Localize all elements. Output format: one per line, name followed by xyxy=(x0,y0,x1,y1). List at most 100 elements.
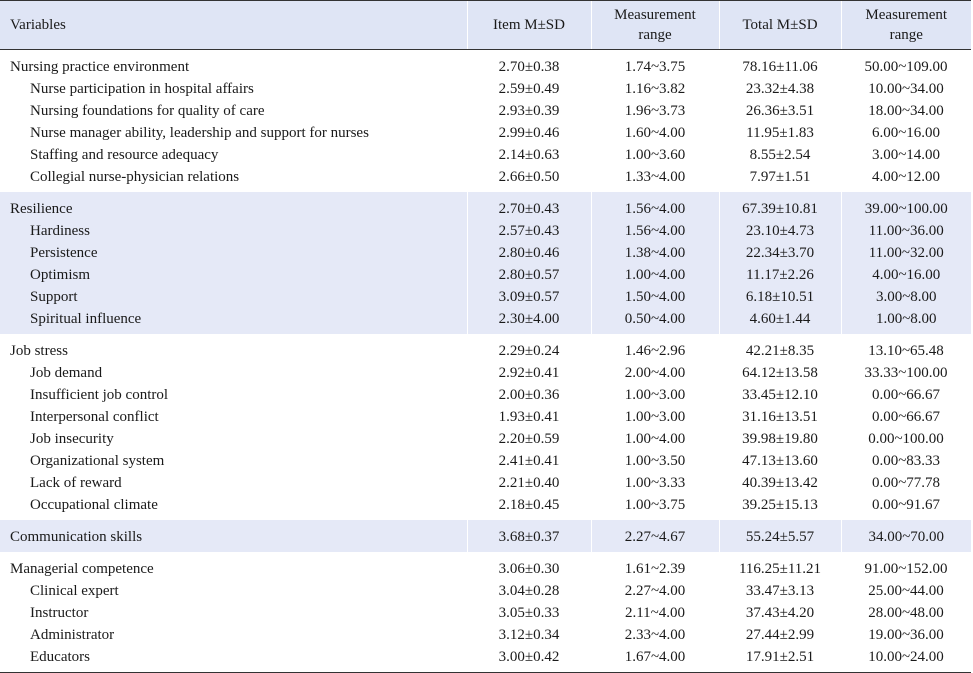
total-range: 34.00~70.00 xyxy=(840,520,971,552)
subgroup-row: Optimism 2.80±0.57 1.00~4.00 11.17±2.26 … xyxy=(0,264,971,286)
variable-name: Instructor xyxy=(30,605,89,621)
variable-name: Lack of reward xyxy=(30,475,122,491)
header-measurement-range-item: Measurement range xyxy=(590,0,719,50)
total-range: 10.00~34.00 xyxy=(868,81,944,97)
total-msd: 33.47±3.13 xyxy=(745,583,815,599)
group-job-stress: Job stress 2.29±0.24 1.46~2.96 42.21±8.3… xyxy=(0,334,971,520)
total-range: 3.00~14.00 xyxy=(871,147,941,163)
item-range: 1.56~4.00 xyxy=(590,192,719,220)
group-row: Nursing practice environment 2.70±0.38 1… xyxy=(0,50,971,79)
variable-name: Hardiness xyxy=(0,220,467,242)
total-msd: 23.10±4.73 xyxy=(718,220,841,242)
item-range: 2.27~4.67 xyxy=(590,520,719,552)
item-msd: 2.20±0.59 xyxy=(498,431,560,447)
variable-name: Occupational climate xyxy=(30,497,158,513)
item-msd: 3.00±0.42 xyxy=(467,646,591,673)
subgroup-row: Collegial nurse-physician relations 2.66… xyxy=(0,166,971,192)
total-msd: 64.12±13.58 xyxy=(742,365,818,381)
total-msd: 22.34±3.70 xyxy=(718,242,841,264)
item-range: 1.67~4.00 xyxy=(591,646,719,673)
variable-name: Nursing foundations for quality of care xyxy=(30,103,265,119)
item-range: 1.46~2.96 xyxy=(624,343,686,359)
total-msd: 39.98±19.80 xyxy=(742,431,818,447)
header-item-msd: Item M±SD xyxy=(466,0,591,50)
variable-name: Nurse participation in hospital affairs xyxy=(30,81,254,97)
header-variables: Variables xyxy=(0,0,467,50)
item-range: 1.00~3.00 xyxy=(624,387,686,403)
item-msd: 2.92±0.41 xyxy=(498,365,560,381)
group-row: Managerial competence 3.06±0.30 1.61~2.3… xyxy=(0,552,971,580)
total-range: 91.00~152.00 xyxy=(864,561,948,577)
total-range: 10.00~24.00 xyxy=(841,646,971,673)
group-row: Communication skills 3.68±0.37 2.27~4.67… xyxy=(0,520,971,552)
item-msd: 2.99±0.46 xyxy=(498,125,560,141)
total-range: 6.00~16.00 xyxy=(871,125,941,141)
group-communication-skills: Communication skills 3.68±0.37 2.27~4.67… xyxy=(0,520,971,552)
header-range1-line2: range xyxy=(638,27,672,43)
total-msd: 42.21±8.35 xyxy=(745,343,815,359)
total-range: 11.00~36.00 xyxy=(840,220,971,242)
item-range: 1.50~4.00 xyxy=(590,286,719,308)
item-range: 1.00~3.00 xyxy=(624,409,686,425)
item-range: 1.00~3.60 xyxy=(624,147,686,163)
header-range2-line2: range xyxy=(889,27,923,43)
group-row: Job stress 2.29±0.24 1.46~2.96 42.21±8.3… xyxy=(0,334,971,362)
total-msd: 116.25±11.21 xyxy=(738,561,822,577)
subgroup-row: Job demand 2.92±0.41 2.00~4.00 64.12±13.… xyxy=(0,362,971,384)
subgroup-row: Support 3.09±0.57 1.50~4.00 6.18±10.51 3… xyxy=(0,286,971,308)
variable-name: Organizational system xyxy=(30,453,165,469)
total-msd: 47.13±13.60 xyxy=(742,453,818,469)
variable-name: Nursing practice environment xyxy=(10,59,190,75)
total-range: 0.00~100.00 xyxy=(868,431,944,447)
total-msd: 6.18±10.51 xyxy=(718,286,841,308)
total-msd: 11.95±1.83 xyxy=(746,125,814,141)
subgroup-row: Nursing foundations for quality of care … xyxy=(0,100,971,122)
subgroup-row: Lack of reward 2.21±0.40 1.00~3.33 40.39… xyxy=(0,472,971,494)
item-msd: 3.04±0.28 xyxy=(498,583,560,599)
item-msd: 2.00±0.36 xyxy=(498,387,560,403)
item-range: 1.00~4.00 xyxy=(624,431,686,447)
total-range: 0.00~66.67 xyxy=(871,387,941,403)
variable-name: Educators xyxy=(0,646,467,673)
total-msd: 33.45±12.10 xyxy=(742,387,818,403)
variable-name: Interpersonal conflict xyxy=(30,409,159,425)
total-msd: 78.16±11.06 xyxy=(742,59,818,75)
header-total-msd: Total M±SD xyxy=(718,0,841,50)
item-range: 1.38~4.00 xyxy=(590,242,719,264)
item-range: 1.33~4.00 xyxy=(624,169,686,185)
variable-name: Insufficient job control xyxy=(30,387,169,403)
item-msd: 2.59±0.49 xyxy=(498,81,560,97)
group-row: Resilience 2.70±0.43 1.56~4.00 67.39±10.… xyxy=(0,192,971,220)
subgroup-row: Nurse participation in hospital affairs … xyxy=(0,78,971,100)
item-msd: 2.66±0.50 xyxy=(498,169,560,185)
item-range: 1.00~3.75 xyxy=(624,497,686,513)
total-range: 4.00~16.00 xyxy=(840,264,971,286)
total-msd: 55.24±5.57 xyxy=(718,520,841,552)
total-msd: 8.55±2.54 xyxy=(749,147,811,163)
header-row: Variables Item M±SD Measurement range To… xyxy=(0,0,971,50)
total-range: 19.00~36.00 xyxy=(868,627,944,643)
subgroup-row: Persistence 2.80±0.46 1.38~4.00 22.34±3.… xyxy=(0,242,971,264)
group-resilience: Resilience 2.70±0.43 1.56~4.00 67.39±10.… xyxy=(0,192,971,334)
total-msd: 11.17±2.26 xyxy=(718,264,841,286)
total-msd: 67.39±10.81 xyxy=(718,192,841,220)
variable-name: Optimism xyxy=(0,264,467,286)
item-range: 1.96~3.73 xyxy=(624,103,686,119)
item-msd: 2.80±0.57 xyxy=(466,264,591,286)
variable-name: Communication skills xyxy=(0,520,467,552)
item-msd: 2.18±0.45 xyxy=(498,497,560,513)
item-range: 0.50~4.00 xyxy=(590,308,719,334)
item-msd: 2.21±0.40 xyxy=(498,475,560,491)
subgroup-row: Instructor 3.05±0.33 2.11~4.00 37.43±4.2… xyxy=(0,602,971,624)
total-msd: 40.39±13.42 xyxy=(742,475,818,491)
item-msd: 3.06±0.30 xyxy=(498,561,560,577)
subgroup-row: Interpersonal conflict 1.93±0.41 1.00~3.… xyxy=(0,406,971,428)
item-msd: 2.30±4.00 xyxy=(466,308,591,334)
item-range: 2.00~4.00 xyxy=(624,365,686,381)
total-msd: 26.36±3.51 xyxy=(745,103,815,119)
total-range: 1.00~8.00 xyxy=(840,308,971,334)
total-msd: 37.43±4.20 xyxy=(745,605,815,621)
total-msd: 39.25±15.13 xyxy=(742,497,818,513)
item-msd: 3.12±0.34 xyxy=(498,627,560,643)
